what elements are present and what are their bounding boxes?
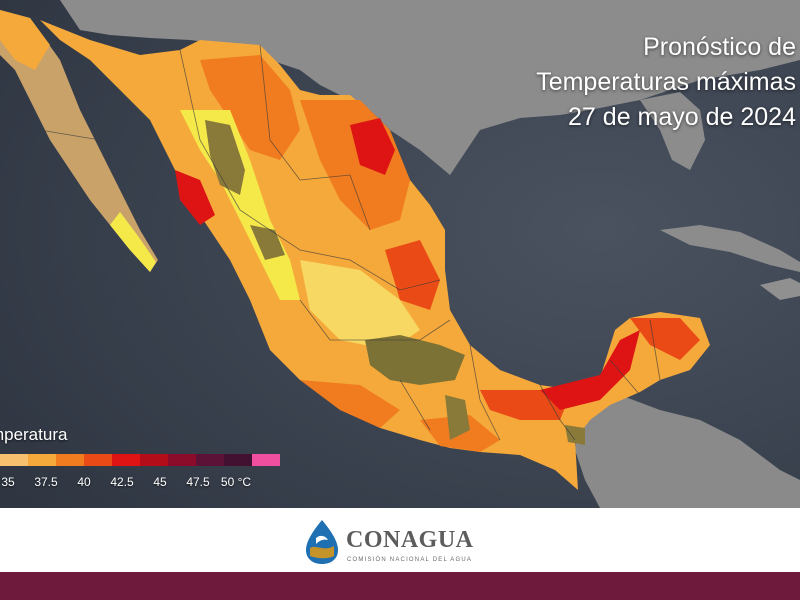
florida-landmass <box>640 92 705 170</box>
hot-zone-yucatan-orange <box>630 318 700 360</box>
baja-coast-yellow <box>110 212 156 272</box>
hot-zone-pacific-south <box>300 380 400 428</box>
legend-labels: 35 37.5 40 42.5 45 47.5 50 °C <box>0 475 290 491</box>
hot-zone-tamaulipas <box>385 240 440 310</box>
legend-swatch <box>28 454 56 466</box>
temperature-legend: Temperatura 35 37.5 40 42.5 45 47.5 50 °C <box>0 425 290 495</box>
baja-california <box>0 10 158 272</box>
legend-swatch <box>252 454 280 466</box>
legend-tick-label: 42.5 <box>110 475 134 489</box>
hot-zone-yucatan <box>540 330 640 410</box>
hot-zone-coahuila-red <box>350 118 395 175</box>
cool-zone-oaxaca <box>445 395 470 440</box>
conagua-emblem-icon <box>306 520 338 564</box>
title-line-3: 27 de mayo de 2024 <box>568 103 796 131</box>
legend-swatch <box>56 454 84 466</box>
legend-swatch <box>84 454 112 466</box>
footer: CONAGUA COMISIÓN NACIONAL DEL AGUA <box>0 508 800 572</box>
legend-tick-label: 37.5 <box>34 475 58 489</box>
logo-subtitle: COMISIÓN NACIONAL DEL AGUA <box>347 557 473 563</box>
temperature-map-svg <box>0 0 800 508</box>
legend-title: Temperatura <box>0 425 68 444</box>
legend-swatch <box>140 454 168 466</box>
legend-tick-label: 47.5 <box>186 475 210 489</box>
conagua-logo: CONAGUA COMISIÓN NACIONAL DEL AGUA <box>302 516 502 568</box>
legend-tick-label: 35 <box>1 475 15 489</box>
baja-north-hot <box>0 10 50 70</box>
hot-zone-north <box>200 55 300 160</box>
central-plateau-yellow <box>300 260 420 350</box>
title-line-1: Pronóstico de <box>643 33 796 61</box>
cool-zone-central <box>365 335 465 385</box>
state-borders <box>39 44 661 441</box>
legend-swatch <box>112 454 140 466</box>
cuba-landmass <box>660 225 800 272</box>
legend-swatch <box>168 454 196 466</box>
legend-swatch <box>196 454 224 466</box>
cool-zone-chihuahua <box>205 120 245 195</box>
cool-zone-chiapas <box>565 425 585 445</box>
brand-band <box>0 572 800 600</box>
forecast-map: Pronóstico de Temperaturas máximas 27 de… <box>0 0 800 508</box>
legend-swatch <box>0 454 28 466</box>
legend-swatch <box>224 454 252 466</box>
legend-tick-label: 45 <box>153 475 167 489</box>
legend-tick-label: 50 °C <box>220 475 252 489</box>
legend-tick-label: 40 <box>77 475 91 489</box>
hispaniola-landmass <box>760 278 800 300</box>
central-america-landmass <box>575 395 800 508</box>
title-line-2: Temperaturas máximas <box>536 68 796 96</box>
map-title-block: Pronóstico de Temperaturas máximas 27 de… <box>500 30 800 135</box>
legend-color-bar <box>0 454 280 466</box>
logo-name: CONAGUA <box>346 527 474 553</box>
hot-zone-sonora-red <box>175 170 215 225</box>
